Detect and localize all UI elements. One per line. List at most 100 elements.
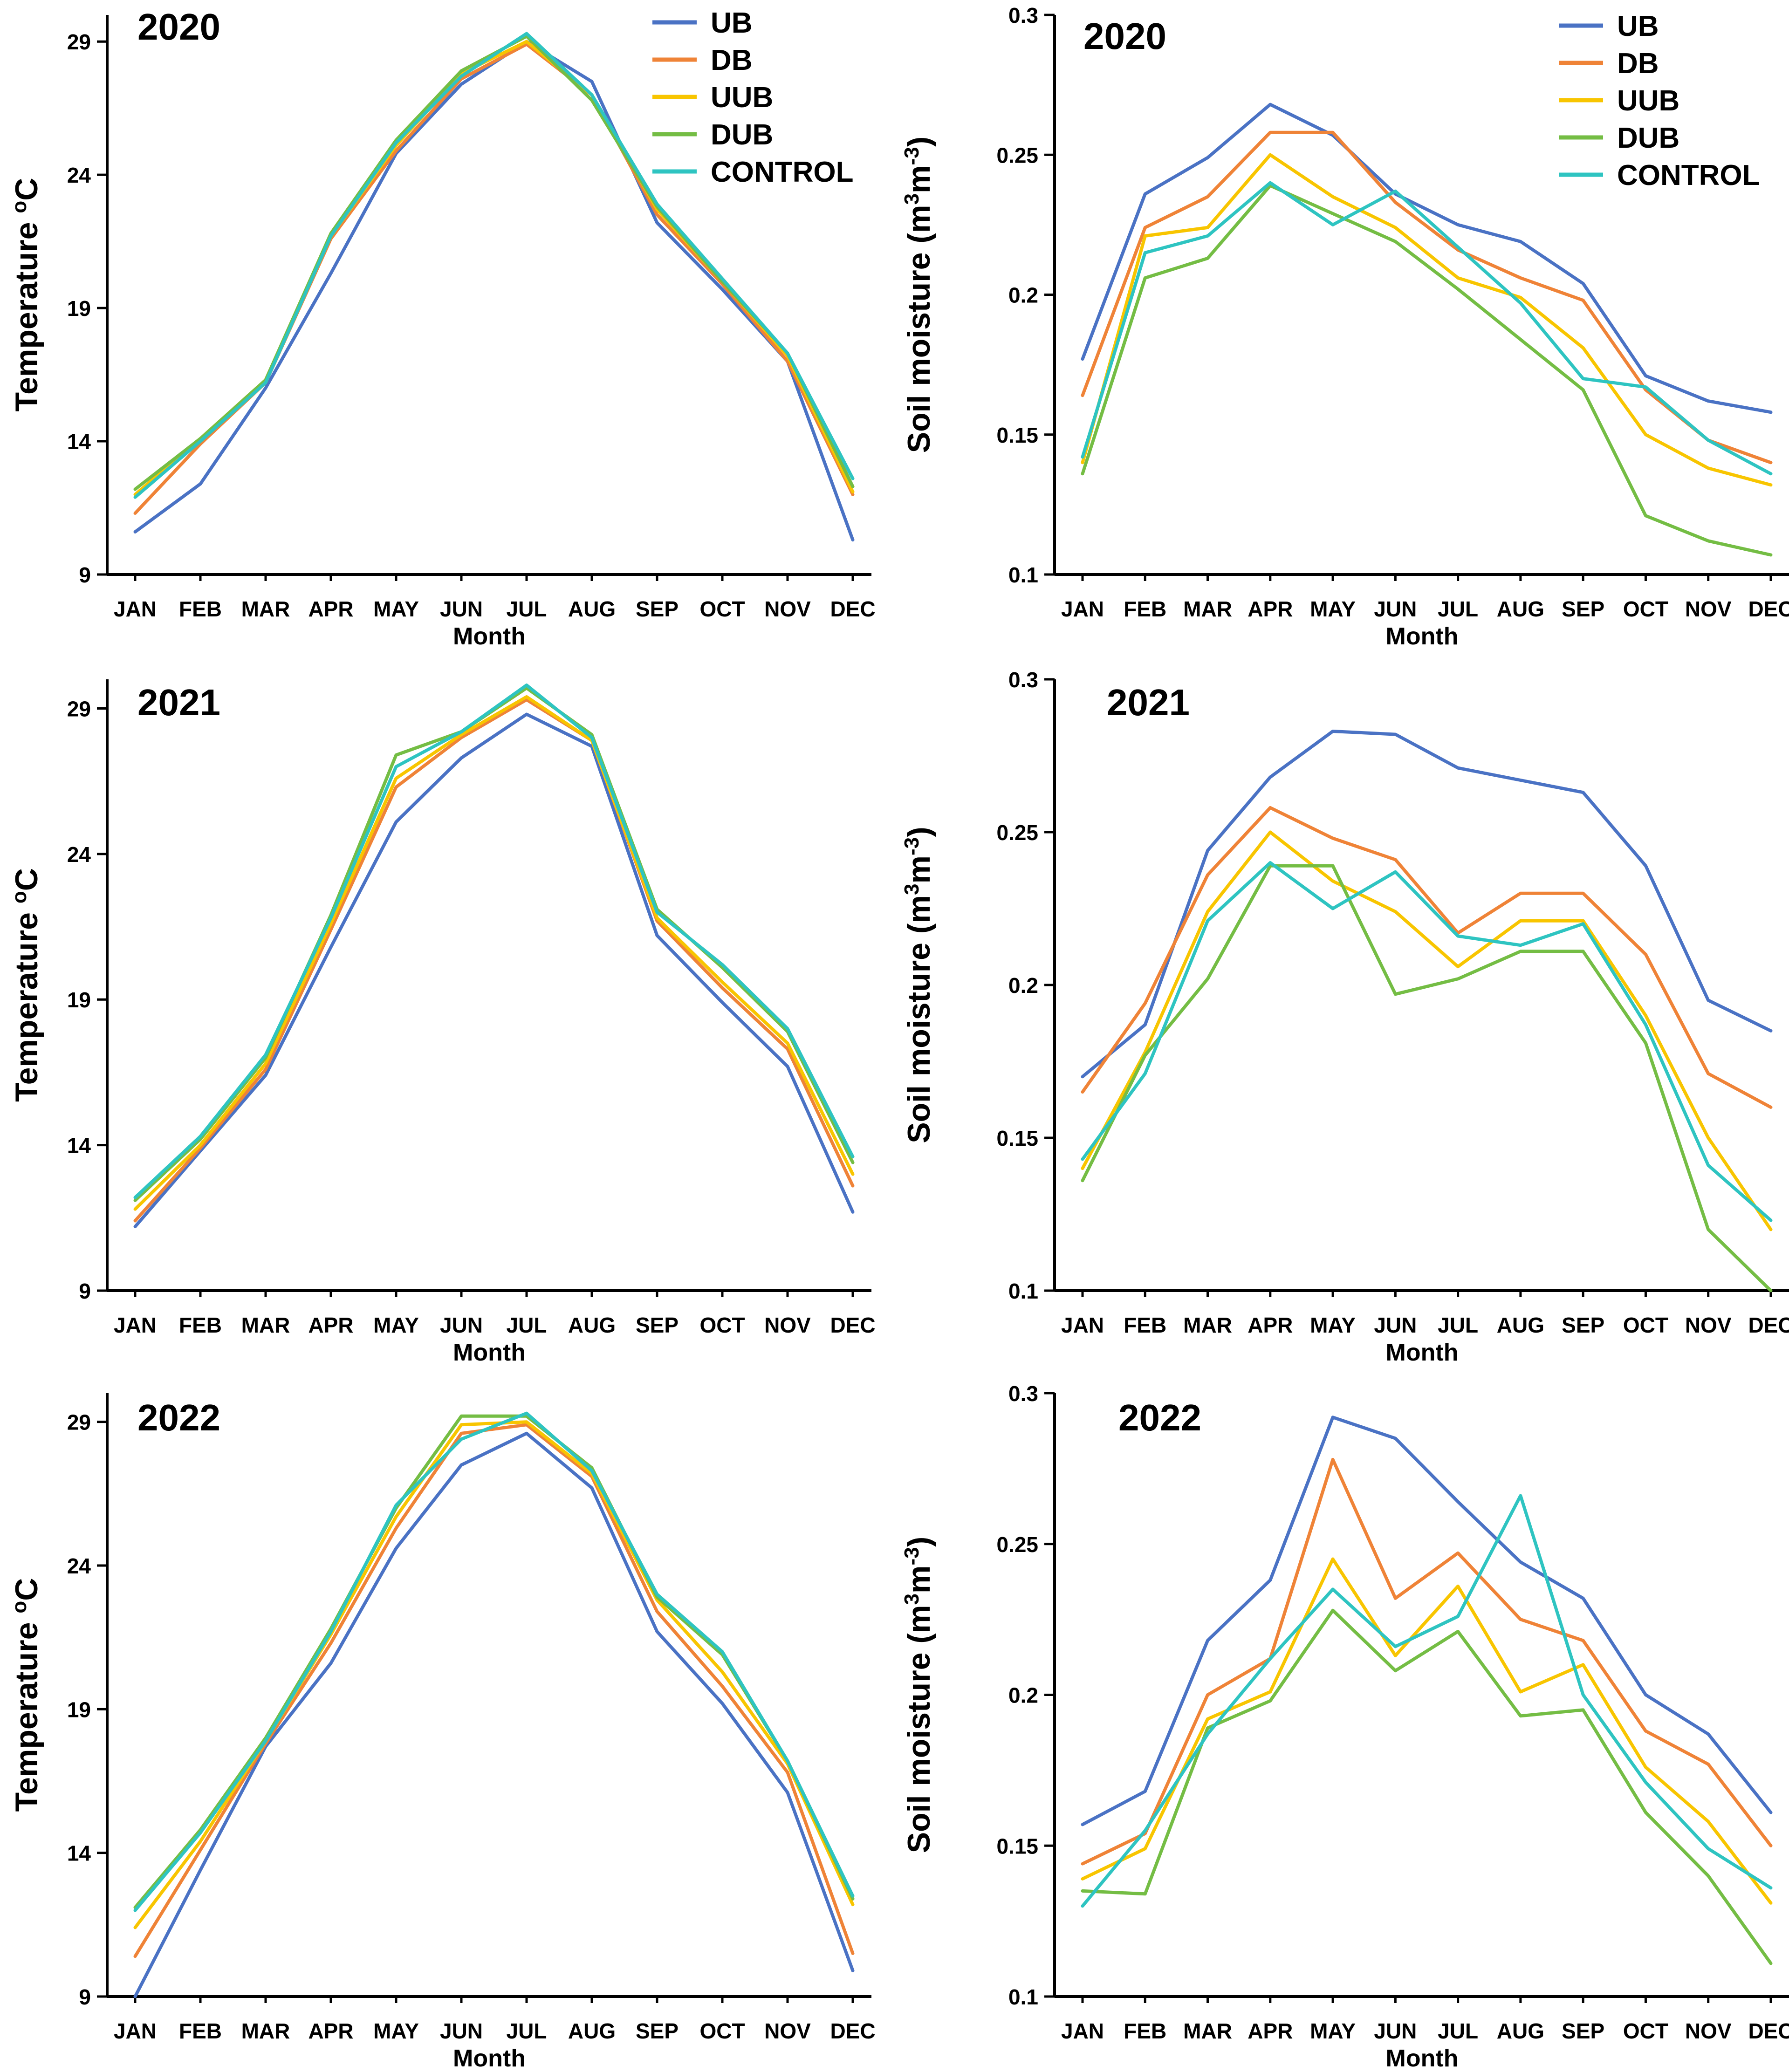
chart-title: 2022 — [137, 1397, 220, 1438]
series-line-dub — [1081, 184, 1773, 557]
series-line-control — [133, 684, 855, 1199]
legend-label-db: DB — [1617, 48, 1659, 80]
x-tick-label: JUN — [1374, 1313, 1417, 1337]
x-axis-title: Month — [453, 2045, 526, 2072]
series-line-db — [133, 42, 855, 515]
x-tick-label: OCT — [699, 1313, 745, 1337]
x-tick-label: JAN — [114, 597, 157, 621]
x-tick-label: FEB — [179, 1313, 222, 1337]
series-line-control — [133, 1411, 855, 1912]
x-tick-label: APR — [1248, 1313, 1293, 1337]
legend-label-control: CONTROL — [1617, 159, 1760, 191]
series-line-dub — [1081, 864, 1773, 1292]
x-tick-label: JUN — [440, 1313, 483, 1337]
y-tick-label: 14 — [67, 1134, 91, 1158]
x-tick-label: JUN — [440, 2019, 483, 2043]
y-axis-title: Temperature oC — [8, 868, 45, 1102]
x-tick-label: SEP — [636, 597, 679, 621]
x-axis-title: Month — [1386, 623, 1459, 650]
x-tick-label: MAY — [373, 1313, 419, 1337]
series-line-ub — [1081, 1416, 1773, 1826]
x-tick-label: DEC — [830, 2019, 875, 2043]
y-tick-label: 0.15 — [996, 1126, 1038, 1150]
y-tick-label: 0.3 — [1008, 668, 1038, 692]
y-axis-title: Temperature oC — [8, 1578, 45, 1812]
series-line-uub — [1081, 153, 1773, 487]
panel-temperature-2022: 9 14 19 24 29 JAN FEB MAR APR MAY JUN JUL AUG SEP OCT N… — [8, 1393, 876, 2072]
y-tick-label: 24 — [67, 163, 91, 187]
x-tick-label: MAR — [1183, 597, 1232, 621]
panel-temperature-2020: 9 14 19 24 29 JAN FEB MAR APR MAY JUN JUL AUG SEP OCT N… — [8, 6, 876, 650]
series-line-db — [1081, 1457, 1773, 1866]
x-tick-label: JAN — [1061, 597, 1104, 621]
series-line-ub — [133, 40, 855, 542]
x-tick-label: FEB — [1124, 597, 1166, 621]
x-tick-label: OCT — [1623, 2019, 1668, 2043]
chart-title: 2020 — [1083, 15, 1166, 57]
y-tick-label: 0.15 — [996, 1834, 1038, 1858]
x-tick-label: JAN — [114, 1313, 157, 1337]
x-tick-label: NOV — [764, 597, 811, 621]
x-tick-label: OCT — [699, 597, 745, 621]
x-tick-label: DEC — [830, 597, 875, 621]
series-line-dub — [133, 1414, 855, 1909]
chart-title: 2022 — [1118, 1397, 1201, 1438]
legend-label-db: DB — [711, 44, 753, 76]
series-line-db — [133, 1423, 855, 1958]
legend-label-uub: UUB — [711, 82, 773, 114]
series-line-ub — [1081, 103, 1773, 414]
series-line-uub — [1081, 1557, 1773, 1905]
series-line-control — [1081, 181, 1773, 476]
x-tick-label: MAY — [1310, 1313, 1356, 1337]
x-tick-label: SEP — [636, 2019, 679, 2043]
chart-title: 2020 — [137, 6, 220, 48]
y-tick-label: 0.2 — [1008, 1683, 1038, 1708]
series-line-control — [1081, 861, 1773, 1222]
x-tick-label: MAY — [1310, 2019, 1356, 2043]
y-tick-label: 19 — [67, 988, 91, 1012]
x-tick-label: FEB — [1124, 1313, 1166, 1337]
y-tick-label: 0.25 — [996, 1532, 1038, 1557]
y-tick-label: 9 — [79, 1985, 91, 2009]
x-tick-label: FEB — [179, 597, 222, 621]
x-tick-label: JUL — [507, 597, 547, 621]
x-tick-label: DEC — [830, 1313, 875, 1337]
x-tick-label: JAN — [1061, 2019, 1104, 2043]
x-tick-label: MAR — [241, 597, 290, 621]
y-axis-title: Soil moisture (m3m-3) — [900, 1537, 937, 1853]
x-tick-label: NOV — [764, 1313, 811, 1337]
y-tick-label: 0.3 — [1008, 1381, 1038, 1406]
x-tick-label: APR — [308, 597, 353, 621]
x-axis-title: Month — [453, 623, 526, 650]
x-tick-label: DEC — [1748, 2019, 1789, 2043]
panel-soil-moisture-2020: 0.1 0.15 0.2 0.25 0.3 JAN FEB MAR APR MAY JUN JUL AU… — [900, 3, 1789, 650]
y-tick-label: 0.1 — [1008, 563, 1038, 587]
x-tick-label: DEC — [1748, 597, 1789, 621]
chart-panels: 9 14 19 24 29 JAN FEB MAR APR MAY JUN JUL AUG SEP OCT N… — [8, 3, 1789, 2072]
y-tick-label: 0.15 — [996, 423, 1038, 447]
y-axis-title: Temperature oC — [8, 178, 45, 412]
series-line-ub — [133, 712, 855, 1229]
panel-temperature-2021: 9 14 19 24 29 JAN FEB MAR APR MAY JUN JUL AUG SEP OCT N… — [8, 679, 876, 1366]
x-axis-title: Month — [1386, 2045, 1459, 2072]
y-tick-label: 29 — [67, 30, 91, 54]
y-tick-label: 24 — [67, 842, 91, 867]
series-line-dub — [133, 686, 855, 1202]
x-tick-label: MAY — [373, 2019, 419, 2043]
series-line-db — [1081, 130, 1773, 465]
x-tick-label: JUN — [1374, 597, 1417, 621]
y-tick-label: 29 — [67, 1410, 91, 1435]
y-tick-label: 14 — [67, 430, 91, 454]
x-tick-label: JUL — [507, 2019, 547, 2043]
x-tick-label: MAR — [241, 1313, 290, 1337]
x-tick-label: MAY — [1310, 597, 1356, 621]
x-tick-label: AUG — [568, 1313, 616, 1337]
x-tick-label: JAN — [1061, 1313, 1104, 1337]
x-tick-label: JUN — [1374, 2019, 1417, 2043]
panel-soil-moisture-2022: 0.1 0.15 0.2 0.25 0.3 JAN FEB MAR APR MAY JUN JUL AU… — [900, 1381, 1789, 2072]
x-tick-label: SEP — [1562, 1313, 1604, 1337]
y-tick-label: 29 — [67, 697, 91, 721]
legend-label-dub: DUB — [1617, 122, 1679, 154]
y-tick-label: 9 — [79, 563, 91, 587]
x-axis-title: Month — [1386, 1339, 1459, 1366]
